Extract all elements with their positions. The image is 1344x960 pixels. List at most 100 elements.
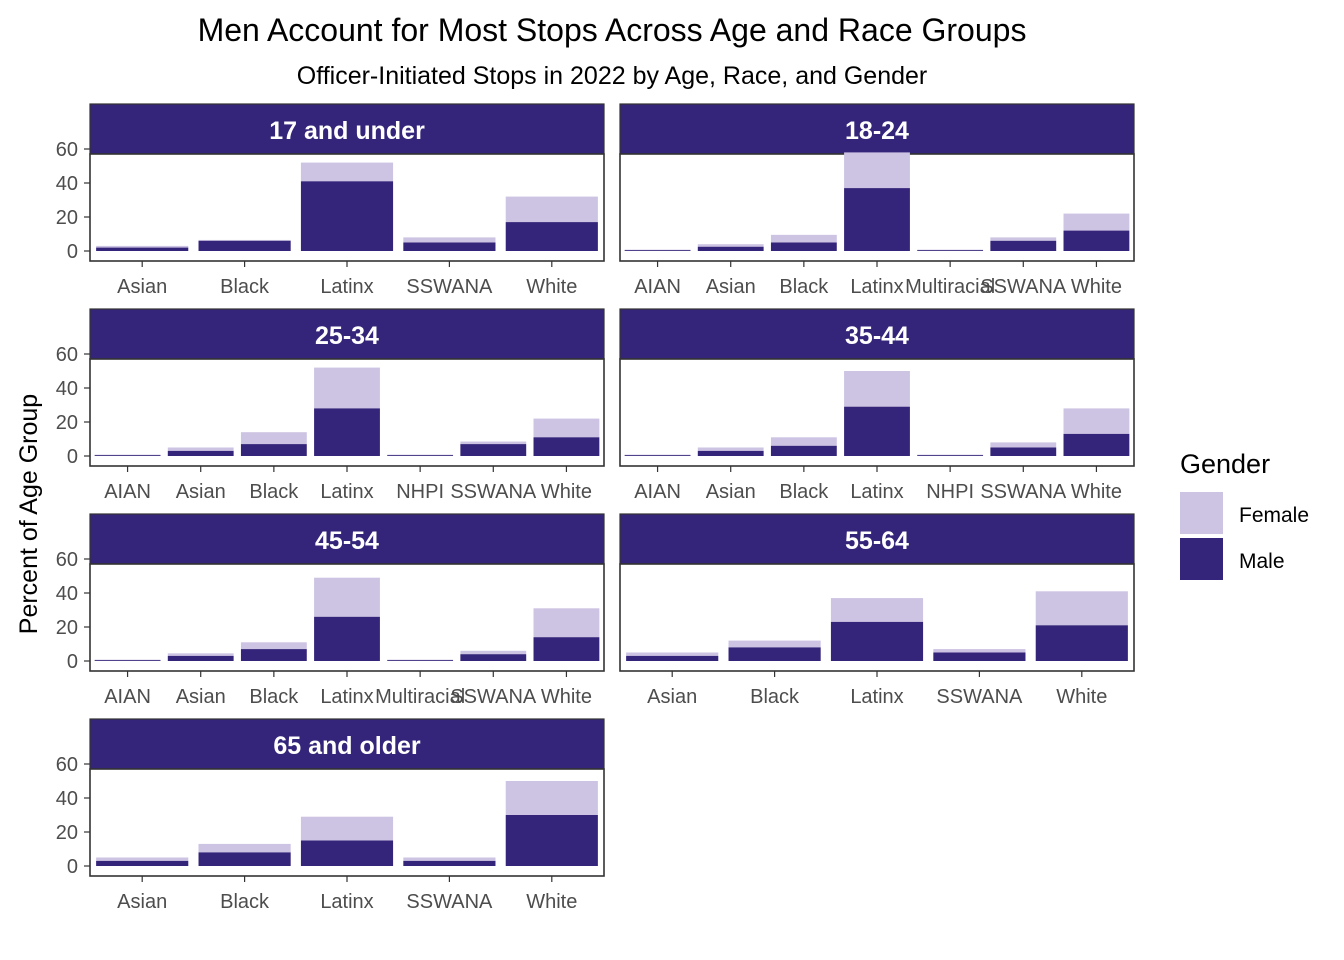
facet-panel: 17 and under 0 20 40 60 Asian Black Latinx SSWAN… (56, 103, 605, 298)
facet-panel: 45-54 0 20 40 60 AIAN Asian Black Latinx Multirac… (56, 513, 605, 708)
bar-female-white (1063, 213, 1130, 231)
bar-female-sswana (990, 442, 1057, 448)
bar-male-latinx (314, 408, 380, 456)
bar-female-multiracial (387, 659, 454, 661)
x-tick-label: SSWANA (936, 686, 1023, 708)
x-tick-label: White (1071, 276, 1122, 298)
bar-female-aian (624, 454, 691, 456)
y-tick-label: 40 (56, 788, 78, 810)
y-tick-label: 60 (56, 754, 78, 776)
x-tick-label: White (541, 481, 592, 503)
facet-strip-label: 55-64 (845, 527, 909, 555)
x-tick-label: Asian (176, 481, 226, 503)
x-tick-label: White (526, 276, 577, 298)
bar-male-black (240, 649, 307, 661)
x-tick-label: AIAN (104, 481, 151, 503)
bar-male-asian (167, 655, 234, 661)
chart-title: Men Account for Most Stops Across Age an… (198, 12, 1027, 48)
x-tick-label: Black (750, 686, 800, 708)
bar-female-white (505, 196, 598, 223)
bar-male-asian (96, 247, 189, 251)
x-tick-label: Multiracial (375, 686, 465, 708)
x-tick-label: White (526, 891, 577, 913)
y-tick-label: 20 (56, 412, 78, 434)
x-tick-label: Latinx (320, 481, 373, 503)
x-tick-label: AIAN (634, 276, 681, 298)
bar-male-multiracial (917, 250, 984, 251)
bar-female-sswana (460, 650, 527, 655)
x-tick-label: Latinx (850, 276, 903, 298)
bar-female-black (198, 239, 291, 241)
bar-female-multiracial (917, 249, 984, 251)
bar-female-asian (167, 653, 234, 656)
bar-female-nhpi (387, 454, 454, 456)
bar-female-aian (624, 249, 691, 251)
bar-female-asian (167, 447, 234, 451)
facet-panel: 18-24 AIAN Asian Black Latinx MultiracialSSWA… (619, 103, 1135, 298)
x-tick-label: Latinx (850, 686, 903, 708)
bar-male-white (505, 222, 598, 251)
bar-female-sswana (403, 857, 496, 861)
x-tick-label: Asian (117, 891, 167, 913)
bar-male-white (533, 637, 600, 661)
x-tick-label: Black (220, 891, 270, 913)
bar-male-asian (697, 450, 764, 456)
x-tick-label: Black (220, 276, 270, 298)
bar-male-black (198, 852, 291, 866)
y-tick-label: 60 (56, 549, 78, 571)
facet-panel: 25-34 0 20 40 60 AIAN Asian Black Latinx NHPI SSWA… (56, 308, 605, 503)
x-tick-label: Asian (706, 276, 756, 298)
bar-female-latinx (300, 162, 394, 182)
facet-strip (619, 513, 1135, 565)
bar-female-aian (94, 454, 161, 456)
bar-male-asian (697, 246, 764, 251)
bar-male-asian (96, 860, 189, 866)
facet-strip-label: 65 and older (273, 732, 421, 760)
bar-female-latinx (314, 577, 380, 617)
bar-male-nhpi (387, 455, 454, 456)
facet-strip (89, 308, 605, 360)
legend-label-male: Male (1239, 550, 1285, 573)
bar-male-sswana (460, 654, 527, 661)
bar-female-aian (94, 659, 161, 661)
bar-male-white (1063, 230, 1130, 251)
x-tick-label: Latinx (320, 686, 373, 708)
bar-female-black (770, 234, 837, 243)
bar-male-aian (94, 455, 161, 456)
facet-strip-label: 25-34 (315, 322, 379, 350)
x-tick-label: Asian (176, 686, 226, 708)
facet-panel: 55-64 Asian Black Latinx SSWANA White (619, 513, 1135, 708)
y-tick-label: 20 (56, 617, 78, 639)
x-tick-label: Asian (117, 276, 167, 298)
bar-female-black (770, 437, 837, 446)
bar-male-sswana (990, 447, 1057, 456)
bar-male-asian (167, 450, 234, 456)
facet-strip-label: 35-44 (845, 322, 909, 350)
x-tick-label: SSWANA (406, 891, 493, 913)
legend-key-female (1180, 492, 1223, 534)
bar-male-black (770, 445, 837, 456)
y-axis-label: Percent of Age Group (15, 394, 43, 634)
facet-panel: 65 and older 0 20 40 60 Asian Black Latinx SSWAN… (56, 718, 605, 913)
facet-strip-label: 18-24 (845, 117, 909, 145)
x-tick-label: Asian (706, 481, 756, 503)
facet-strip-label: 45-54 (315, 527, 379, 555)
facet-panels: 17 and under 0 20 40 60 Asian Black Latinx SSWAN… (56, 103, 1135, 913)
x-tick-label: Black (249, 686, 299, 708)
bar-male-nhpi (917, 455, 984, 456)
bar-male-aian (94, 660, 161, 661)
bar-female-latinx (844, 371, 910, 407)
y-tick-label: 20 (56, 207, 78, 229)
bar-female-black (728, 640, 821, 648)
bar-male-latinx (300, 181, 394, 251)
y-tick-label: 0 (67, 651, 78, 673)
bar-female-black (240, 642, 307, 650)
bar-female-white (533, 418, 600, 438)
x-tick-label: NHPI (396, 481, 444, 503)
x-tick-label: Asian (647, 686, 697, 708)
bar-male-multiracial (387, 660, 454, 661)
x-tick-label: SSWANA (450, 481, 537, 503)
y-tick-label: 40 (56, 378, 78, 400)
bar-female-sswana (990, 237, 1057, 241)
bar-female-white (505, 781, 598, 815)
